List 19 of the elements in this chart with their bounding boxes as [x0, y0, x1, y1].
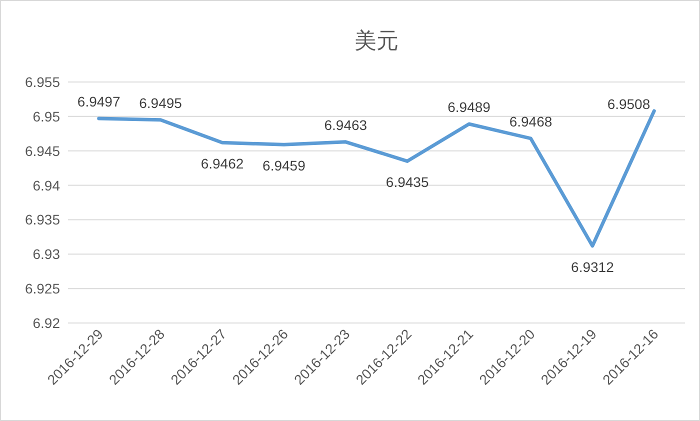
data-label: 6.9495: [139, 94, 182, 111]
y-tick-label: 6.945: [24, 142, 60, 159]
y-tick-label: 6.935: [24, 212, 60, 228]
data-label: 6.9462: [200, 156, 244, 172]
y-tick-label: 6.92: [32, 315, 60, 331]
title: 美元: [354, 28, 398, 53]
data-label: 6.9489: [448, 99, 491, 116]
data-label: 6.9468: [509, 113, 552, 130]
y-tick-label: 6.93: [32, 246, 60, 262]
y-tick-label: 6.925: [24, 280, 60, 297]
y-tick-label: 6.955: [24, 74, 60, 90]
data-label: 6.9312: [571, 258, 614, 275]
y-tick-label: 6.94: [32, 177, 60, 194]
data-label: 6.9459: [262, 158, 306, 174]
data-label: 6.9508: [607, 96, 650, 112]
data-label: 6.9435: [386, 174, 429, 190]
data-label: 6.9497: [77, 93, 120, 110]
data-label: 6.9463: [324, 116, 368, 133]
y-tick-label: 6.95: [32, 108, 60, 124]
